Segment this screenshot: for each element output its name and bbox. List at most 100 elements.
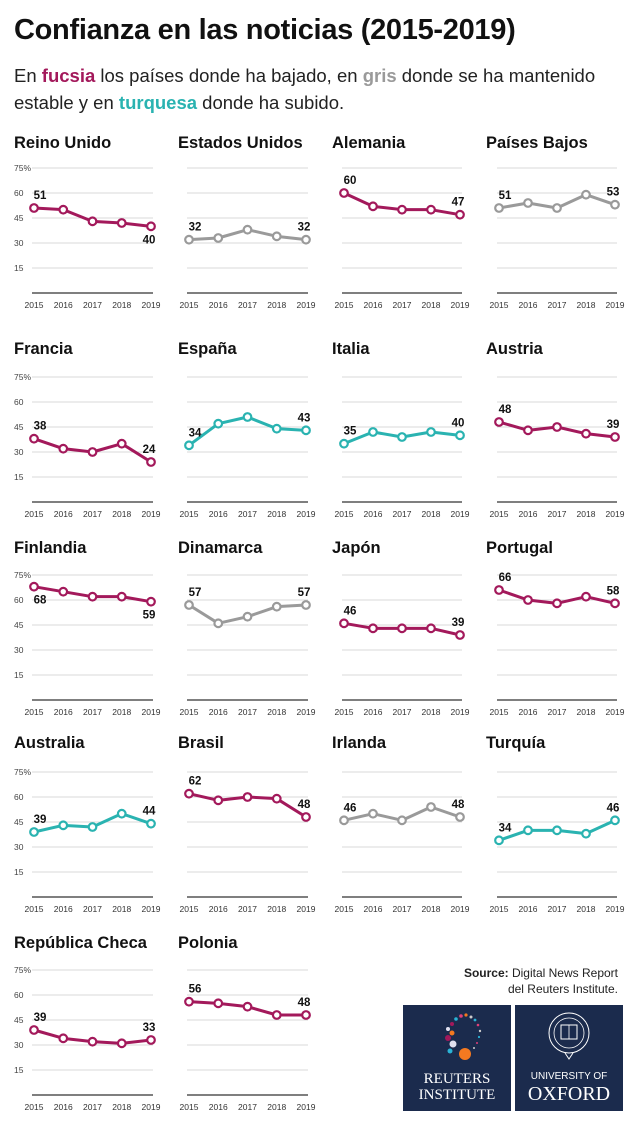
data-label: 43 — [298, 412, 311, 424]
x-tick-label: 2015 — [490, 707, 509, 717]
x-tick-label: 2017 — [548, 509, 567, 519]
data-label: 53 — [607, 187, 620, 199]
data-point — [242, 1001, 253, 1012]
y-tick-label: 15 — [14, 867, 24, 877]
subtitle-text: En — [14, 65, 42, 86]
data-label: 33 — [143, 1022, 156, 1034]
x-tick-label: 2015 — [335, 509, 354, 519]
data-label: 39 — [34, 1012, 47, 1024]
data-label: 66 — [499, 572, 512, 584]
y-tick-label: 60 — [14, 595, 24, 605]
y-tick-label: 45 — [14, 1015, 24, 1025]
data-point — [116, 1038, 127, 1049]
panel-title: Alemania — [332, 134, 406, 152]
data-point — [184, 600, 194, 610]
y-tick-label: 45 — [14, 817, 24, 827]
x-tick-label: 2019 — [142, 300, 161, 310]
reuters-logo-text: REUTERS INSTITUTE — [418, 1071, 496, 1103]
data-label: 34 — [499, 822, 512, 834]
x-tick-label: 2016 — [54, 300, 73, 310]
y-tick-label: 60 — [14, 397, 24, 407]
data-point — [146, 1035, 156, 1045]
data-label: 60 — [344, 175, 357, 187]
x-tick-label: 2019 — [142, 1102, 161, 1112]
data-point — [494, 585, 504, 595]
x-tick-label: 2016 — [364, 904, 383, 914]
data-label: 48 — [499, 404, 512, 416]
x-tick-label: 2017 — [393, 707, 412, 717]
x-tick-label: 2016 — [364, 509, 383, 519]
y-tick-label: 30 — [14, 447, 24, 457]
x-tick-label: 2017 — [238, 904, 257, 914]
data-label: 38 — [34, 421, 47, 433]
x-tick-label: 2019 — [451, 300, 470, 310]
x-tick-label: 2015 — [25, 707, 44, 717]
data-label: 39 — [34, 814, 47, 826]
data-point — [368, 201, 378, 212]
x-tick-label: 2018 — [267, 300, 286, 310]
data-label: 46 — [607, 802, 620, 814]
y-tick-label: 15 — [14, 1065, 24, 1075]
x-tick-label: 2015 — [25, 300, 44, 310]
x-tick-label: 2017 — [83, 1102, 102, 1112]
x-tick-label: 2017 — [83, 707, 102, 717]
data-label: 46 — [344, 802, 357, 814]
source-label: Source: — [463, 966, 509, 980]
y-tick-label: 75% — [14, 570, 31, 580]
panel-title: Austria — [486, 340, 543, 358]
data-point — [523, 595, 533, 605]
data-label: 57 — [189, 587, 202, 599]
data-point — [146, 457, 156, 467]
data-point — [552, 203, 562, 213]
data-point — [87, 1036, 98, 1047]
panel-title: Reino Unido — [14, 134, 112, 152]
data-label: 51 — [499, 190, 512, 202]
x-tick-label: 2016 — [209, 904, 228, 914]
x-tick-label: 2016 — [54, 509, 73, 519]
data-point — [242, 792, 253, 802]
x-tick-label: 2015 — [25, 509, 44, 519]
data-label: 39 — [452, 617, 465, 629]
data-point — [426, 623, 436, 634]
x-tick-label: 2019 — [451, 904, 470, 914]
data-label: 46 — [344, 605, 357, 617]
x-tick-label: 2017 — [238, 300, 257, 310]
x-tick-label: 2017 — [548, 707, 567, 717]
data-point — [397, 204, 407, 215]
x-tick-label: 2015 — [25, 904, 44, 914]
data-point — [523, 825, 533, 836]
x-tick-label: 2018 — [577, 707, 596, 717]
x-tick-label: 2017 — [393, 300, 412, 310]
y-tick-label: 30 — [14, 645, 24, 655]
x-tick-label: 2016 — [519, 509, 538, 519]
data-point — [339, 618, 349, 629]
x-tick-label: 2015 — [180, 1102, 199, 1112]
data-point — [184, 440, 194, 451]
data-label: 59 — [143, 610, 156, 622]
y-tick-label: 45 — [14, 620, 24, 630]
data-point — [455, 812, 465, 822]
panel-title: Turquía — [486, 734, 546, 752]
panel-title: República Checa — [14, 934, 147, 952]
data-point — [368, 808, 378, 819]
data-point — [610, 598, 620, 609]
panel-title: Polonia — [178, 934, 238, 952]
x-tick-label: 2016 — [209, 1102, 228, 1112]
data-point — [455, 630, 465, 640]
data-point — [58, 586, 69, 597]
data-point — [271, 423, 282, 434]
data-label: 24 — [143, 444, 156, 456]
x-tick-label: 2016 — [209, 509, 228, 519]
x-tick-label: 2018 — [422, 707, 441, 717]
data-label: 58 — [607, 585, 620, 597]
y-tick-label: 45 — [14, 213, 24, 223]
data-point — [455, 209, 465, 220]
source-note: Source: Digital News Report del Reuters I… — [464, 965, 618, 997]
data-point — [339, 188, 349, 198]
page-title: Confianza en las noticias (2015-2019) — [14, 14, 516, 46]
x-tick-label: 2019 — [297, 300, 316, 310]
x-tick-label: 2019 — [606, 509, 625, 519]
x-tick-label: 2019 — [297, 1102, 316, 1112]
x-tick-label: 2018 — [577, 904, 596, 914]
y-tick-label: 60 — [14, 990, 24, 1000]
